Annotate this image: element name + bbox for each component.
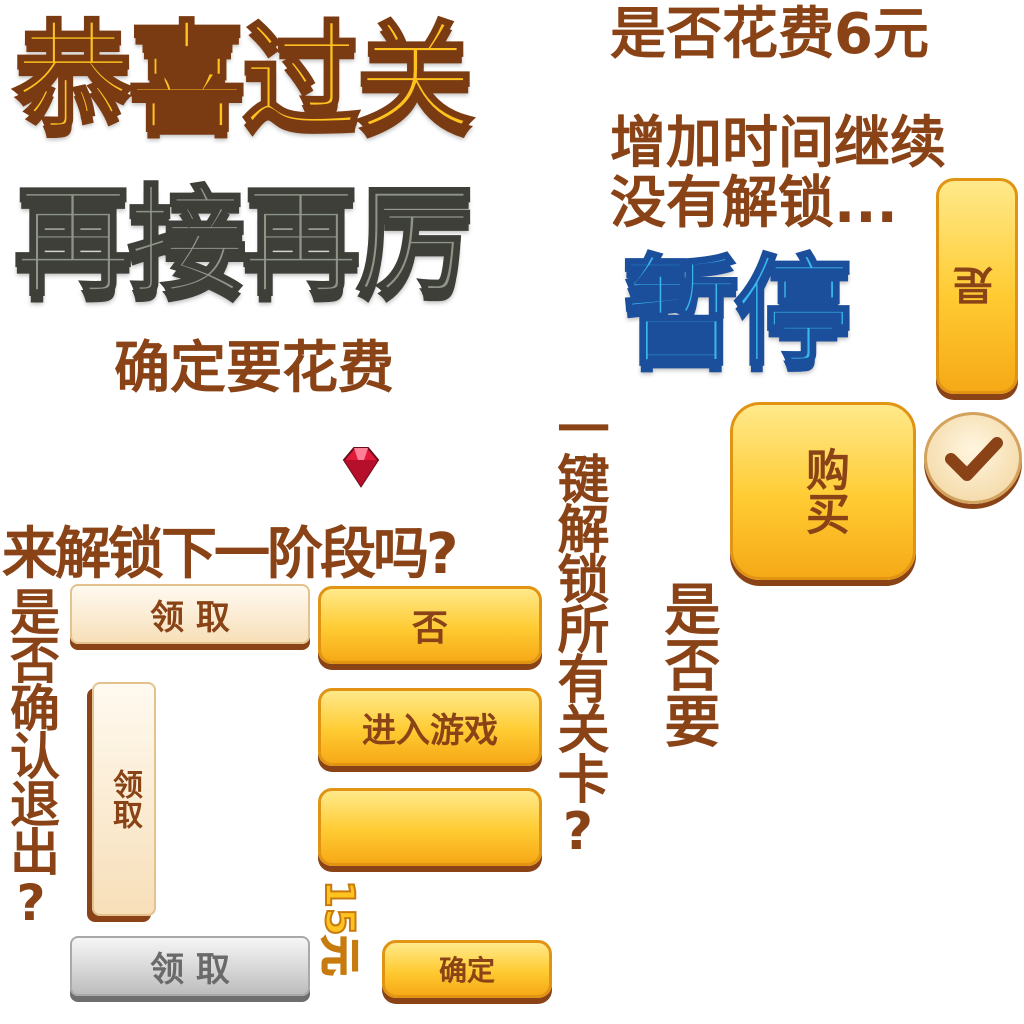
claim-gray-label: 领 取 [150, 949, 230, 990]
congrats-title: 恭喜过关 [12, 8, 475, 149]
confirm-exit-label: 是否确认退出? [2, 586, 60, 930]
enter-game-label: 进入游戏 [362, 710, 498, 751]
yes-button[interactable]: 是 [936, 178, 1018, 394]
buy-button[interactable]: 购买 [730, 402, 916, 580]
confirm-spend-label: 确定要花费 [114, 336, 394, 401]
no-button-label: 否 [411, 608, 448, 649]
checkmark-icon [945, 437, 1003, 481]
claim-vertical-label: 领取 [107, 769, 142, 829]
claim-button[interactable]: 领 取 [70, 584, 310, 644]
claim-vertical-button[interactable]: 领取 [92, 682, 156, 916]
unlock-next-label: 来解锁下一阶段吗? [2, 522, 458, 587]
buy-button-label: 购买 [798, 447, 849, 535]
price-label: 15元 [315, 879, 363, 977]
gem-icon [342, 447, 380, 488]
confirm-button[interactable]: 确定 [382, 940, 552, 998]
pause-title: 暂停 [620, 242, 853, 383]
yes-button-label: 是 [954, 266, 1000, 306]
unlock-all-label: 一键解锁所有关卡? [548, 402, 608, 860]
checkmark-button[interactable] [924, 412, 1022, 504]
whether-want-label: 是否要 [655, 580, 720, 748]
confirm-button-label: 确定 [438, 954, 495, 987]
no-button[interactable]: 否 [318, 586, 542, 664]
add-time-label: 增加时间继续 [610, 111, 946, 176]
spend-six-label: 是否花费6元 [610, 2, 929, 67]
try-again-title: 再接再厉 [12, 172, 475, 313]
blank-button[interactable] [318, 788, 542, 866]
not-unlocked-label: 没有解锁... [610, 171, 898, 236]
claim-gray-button[interactable]: 领 取 [70, 936, 310, 996]
enter-game-button[interactable]: 进入游戏 [318, 688, 542, 766]
claim-button-label: 领 取 [150, 597, 230, 638]
